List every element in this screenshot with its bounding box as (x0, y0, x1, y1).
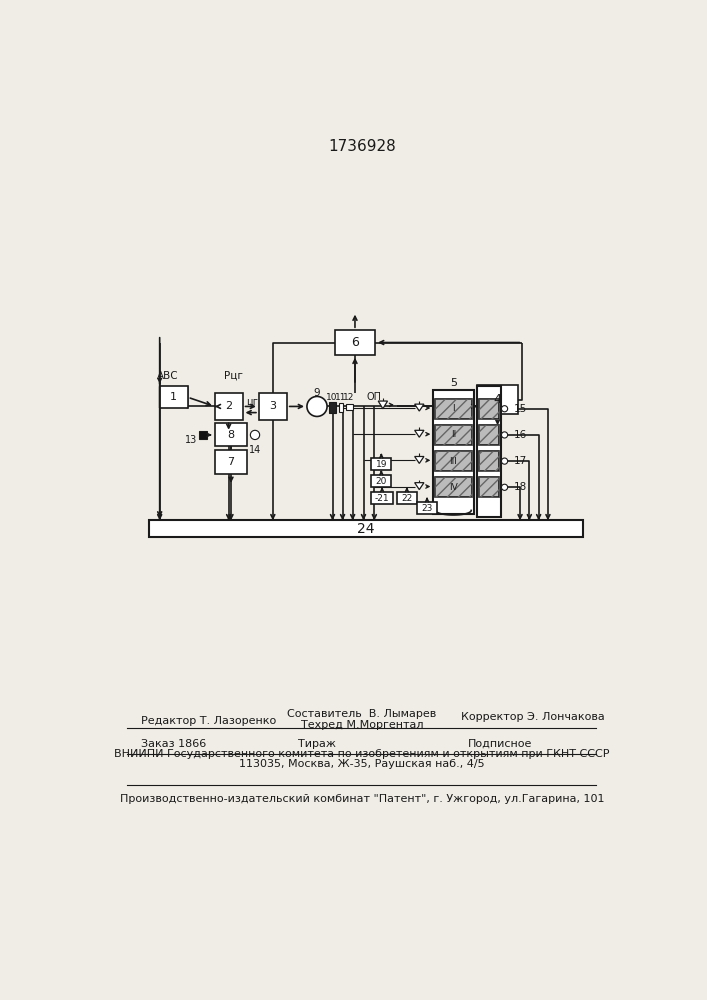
Text: цг: цг (247, 396, 258, 406)
Bar (215, 450, 247, 474)
Text: 5: 5 (450, 378, 457, 388)
Polygon shape (378, 401, 387, 409)
Bar (479, 425, 499, 445)
Bar (479, 477, 499, 497)
Bar (259, 393, 287, 420)
Text: 10: 10 (326, 393, 337, 402)
Bar (479, 477, 499, 497)
Bar (371, 475, 392, 487)
Text: Редактор Т. Лазоренко: Редактор Т. Лазоренко (141, 716, 276, 726)
Bar (339, 403, 343, 412)
Circle shape (501, 432, 508, 438)
Text: 6: 6 (351, 336, 359, 349)
Text: 14: 14 (249, 445, 261, 455)
Text: Тираж: Тираж (298, 739, 336, 749)
Bar (435, 477, 472, 497)
Bar (479, 399, 499, 419)
Bar (215, 423, 247, 446)
Text: 11: 11 (334, 393, 346, 402)
Bar (479, 451, 499, 471)
Polygon shape (414, 404, 424, 411)
Text: 3: 3 (269, 401, 276, 411)
Text: II: II (451, 430, 456, 439)
Text: 9: 9 (313, 388, 320, 398)
Text: 7: 7 (228, 457, 235, 467)
Circle shape (501, 406, 508, 412)
Bar (346, 404, 353, 410)
Bar (477, 386, 501, 517)
Bar (435, 451, 472, 471)
Bar (199, 431, 207, 439)
Text: 24: 24 (357, 522, 375, 536)
Polygon shape (414, 430, 424, 437)
Bar (435, 477, 472, 497)
Text: АВС: АВС (156, 371, 178, 381)
Bar (435, 399, 472, 419)
Bar (329, 402, 336, 413)
Text: 19: 19 (375, 460, 387, 469)
Bar (435, 425, 472, 445)
Text: 1736928: 1736928 (328, 139, 396, 154)
Text: Корректор Э. Лончакова: Корректор Э. Лончакова (462, 712, 605, 722)
Bar (160, 386, 187, 408)
Bar (149, 520, 583, 537)
Text: 1: 1 (170, 392, 177, 402)
Text: Производственно-издательский комбинат "Патент", г. Ужгород, ул.Гагарина, 101: Производственно-издательский комбинат "П… (119, 794, 604, 804)
Polygon shape (160, 386, 174, 408)
Text: Рцг: Рцг (224, 371, 243, 381)
Polygon shape (414, 456, 424, 463)
Circle shape (307, 396, 327, 416)
Bar (479, 451, 499, 471)
Text: 18: 18 (514, 482, 527, 492)
Text: -21: -21 (375, 494, 390, 503)
Bar (433, 389, 474, 514)
Text: 16: 16 (514, 430, 527, 440)
Bar (417, 502, 437, 514)
Circle shape (501, 484, 508, 490)
Bar (477, 385, 518, 414)
Text: 8: 8 (228, 430, 235, 440)
Text: 22: 22 (402, 494, 412, 503)
Bar (215, 393, 243, 420)
Text: Подписное: Подписное (468, 739, 532, 749)
Bar (371, 492, 393, 504)
Text: 23: 23 (421, 504, 433, 513)
Circle shape (501, 458, 508, 464)
Text: IV: IV (449, 483, 457, 492)
Bar (397, 492, 417, 504)
Text: Техред М.Моргентал: Техред М.Моргентал (300, 720, 423, 730)
Text: 4: 4 (493, 393, 501, 406)
Bar (371, 458, 392, 470)
Polygon shape (414, 483, 424, 490)
Bar (335, 330, 375, 355)
Text: I: I (452, 404, 455, 413)
Text: 12: 12 (343, 393, 354, 402)
Bar (435, 425, 472, 445)
Text: 15: 15 (514, 404, 527, 414)
Text: III: III (450, 457, 457, 466)
Bar (479, 399, 499, 419)
Bar (479, 425, 499, 445)
Text: Составитель  В. Лымарев: Составитель В. Лымарев (287, 709, 437, 719)
Polygon shape (174, 386, 187, 408)
Text: 13: 13 (185, 435, 198, 445)
Text: Заказ 1866: Заказ 1866 (141, 739, 206, 749)
Bar (435, 399, 472, 419)
Text: ОП: ОП (366, 392, 381, 402)
Text: 2: 2 (225, 401, 232, 411)
Text: ВНИИПИ Государственного комитета по изобретениям и открытиям при ГКНТ СССР: ВНИИПИ Государственного комитета по изоб… (115, 749, 609, 759)
Circle shape (250, 430, 259, 440)
Text: 20: 20 (375, 477, 387, 486)
Bar (435, 451, 472, 471)
Text: 113035, Москва, Ж-35, Раушская наб., 4/5: 113035, Москва, Ж-35, Раушская наб., 4/5 (239, 759, 485, 769)
Text: 17: 17 (514, 456, 527, 466)
